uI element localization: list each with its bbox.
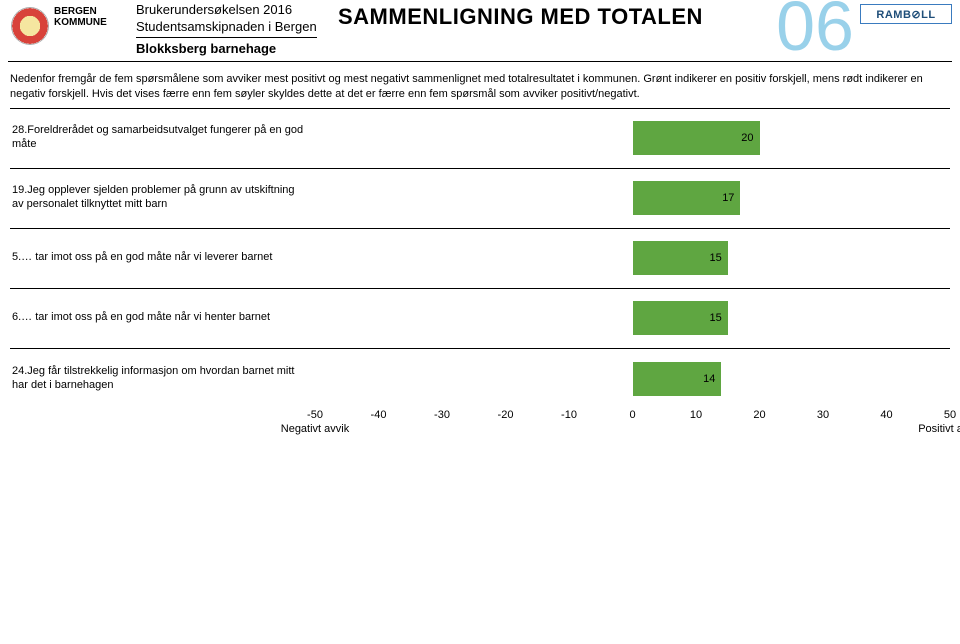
bar-zone: 15: [315, 289, 950, 348]
axis-label-negative: Negativt avvik: [281, 423, 349, 435]
unit-name: Blokksberg barnehage: [136, 37, 317, 56]
bar: 15: [633, 241, 728, 275]
org-line1: BERGEN: [54, 6, 107, 17]
axis-tick: 50: [944, 409, 956, 421]
page-title: SAMMENLIGNING MED TOTALEN: [338, 4, 703, 30]
row-label: 19.Jeg opplever sjelden problemer på gru…: [10, 184, 315, 212]
row-label: 28.Foreldrerådet og samarbeidsutvalget f…: [10, 124, 315, 152]
header-meta: Brukerundersøkelsen 2016 Studentsamskipn…: [136, 2, 317, 56]
bar-zone: 14: [315, 349, 950, 409]
row-label: 5.… tar imot oss på en god måte når vi l…: [10, 251, 315, 265]
bar-value: 15: [710, 312, 722, 324]
axis-ticks: -50-40-30-20-1001020304050Negativt avvik…: [315, 409, 950, 449]
org-line2: KOMMUNE: [54, 17, 107, 28]
axis-tick: 30: [817, 409, 829, 421]
x-axis: -50-40-30-20-1001020304050Negativt avvik…: [10, 409, 950, 449]
intro-text: Nedenfor fremgår de fem spørsmålene som …: [10, 72, 950, 102]
page-header: BERGEN KOMMUNE Brukerundersøkelsen 2016 …: [8, 0, 952, 62]
chart-row: 24.Jeg får tilstrekkelig informasjon om …: [10, 349, 950, 409]
axis-tick: 0: [629, 409, 635, 421]
brand-logo: RAMB⊘LL: [860, 4, 952, 24]
chart-row: 28.Foreldrerådet og samarbeidsutvalget f…: [10, 109, 950, 169]
chart-row: 5.… tar imot oss på en god måte når vi l…: [10, 229, 950, 289]
org-logo: [12, 8, 48, 44]
chart-row: 19.Jeg opplever sjelden problemer på gru…: [10, 169, 950, 229]
bar-value: 14: [703, 373, 715, 385]
row-label: 24.Jeg får tilstrekkelig informasjon om …: [10, 365, 315, 393]
survey-subtitle: Studentsamskipnaden i Bergen: [136, 19, 317, 34]
axis-tick: 10: [690, 409, 702, 421]
bar-value: 17: [722, 192, 734, 204]
org-name: BERGEN KOMMUNE: [54, 6, 107, 28]
axis-tick: 40: [880, 409, 892, 421]
bar: 17: [633, 181, 741, 215]
axis-tick: -50: [307, 409, 323, 421]
page-number: 06: [776, 0, 854, 66]
bar-value: 15: [710, 252, 722, 264]
bar-zone: 15: [315, 229, 950, 288]
survey-name: Brukerundersøkelsen 2016: [136, 2, 317, 17]
bar-zone: 20: [315, 109, 950, 168]
axis-tick: -10: [561, 409, 577, 421]
chart-row: 6.… tar imot oss på en god måte når vi h…: [10, 289, 950, 349]
bar: 14: [633, 362, 722, 396]
deviation-chart: 28.Foreldrerådet og samarbeidsutvalget f…: [10, 108, 950, 574]
axis-label-positive: Positivt avvik: [918, 423, 960, 435]
axis-tick: -40: [371, 409, 387, 421]
bar-zone: 17: [315, 169, 950, 228]
axis-tick: -20: [498, 409, 514, 421]
axis-tick: -30: [434, 409, 450, 421]
row-label: 6.… tar imot oss på en god måte når vi h…: [10, 311, 315, 325]
bar: 15: [633, 301, 728, 335]
axis-tick: 20: [753, 409, 765, 421]
bar-value: 20: [741, 132, 753, 144]
bar: 20: [633, 121, 760, 155]
